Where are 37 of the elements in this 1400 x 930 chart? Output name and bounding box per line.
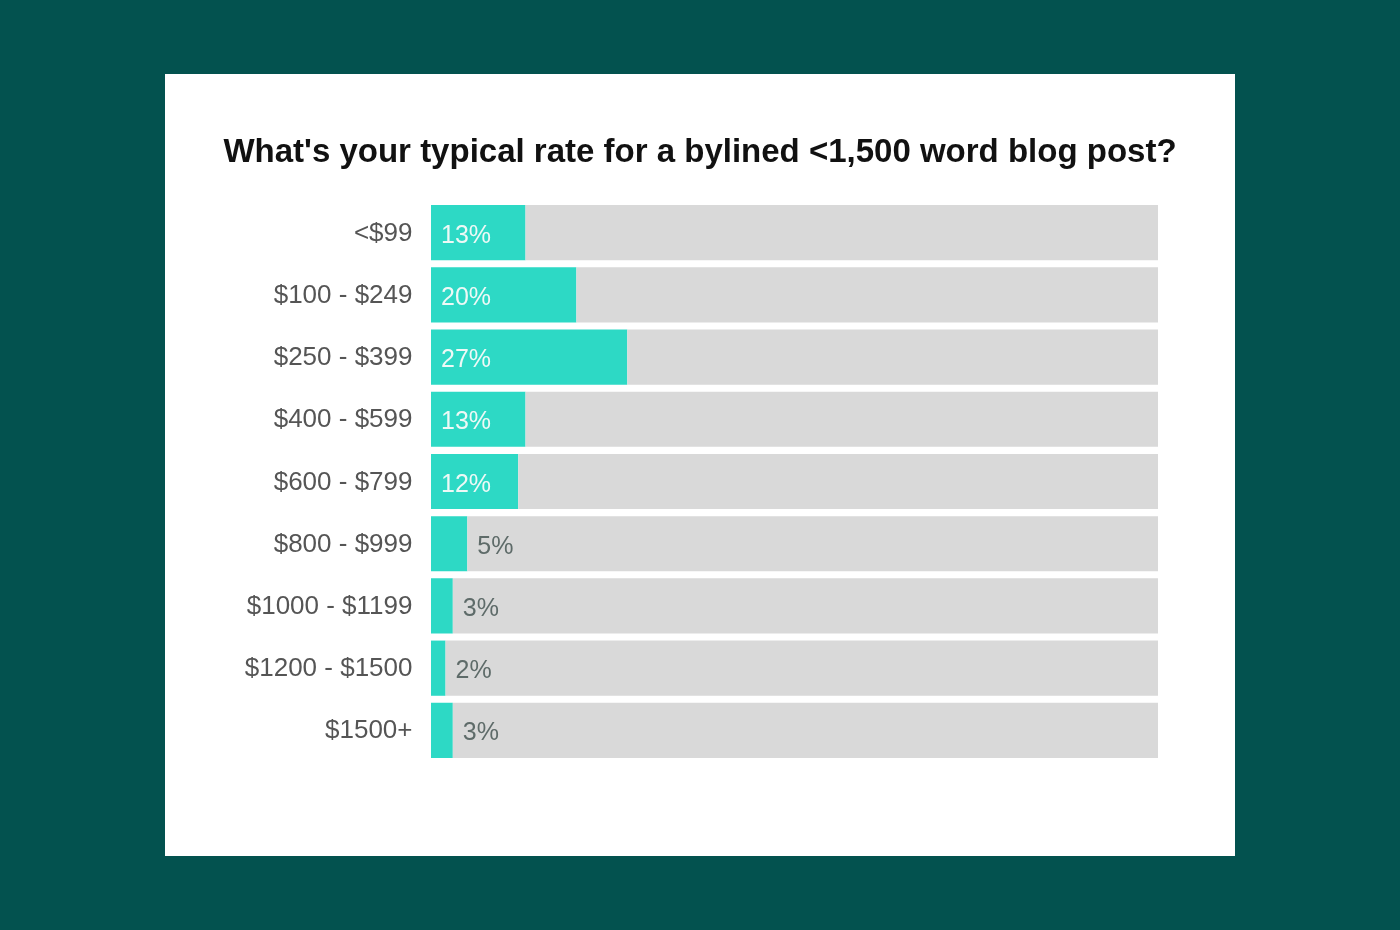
y-tick-label: $400 - $599 [273,403,413,434]
bar [431,453,519,510]
bar [445,640,1158,696]
bar [525,205,1158,261]
data-label: 3% [462,717,499,746]
bar [431,702,453,758]
data-label: 5% [477,530,514,559]
bar [452,578,1158,634]
bar [518,453,1158,510]
y-tick-label: $100 - $249 [273,278,413,309]
bar [431,391,526,447]
data-label: 20% [441,281,492,310]
data-label: 13% [441,219,492,248]
bar [467,516,1158,572]
data-label: 27% [441,344,492,373]
data-label: 12% [441,468,492,497]
bar [452,702,1158,758]
bar [431,578,453,634]
bar [525,391,1158,447]
y-tick-label: $1000 - $1199 [246,589,413,620]
y-tick-label: $250 - $399 [273,341,413,372]
bar [431,640,446,696]
y-tick-label: <$99 [353,216,413,247]
bar [431,329,628,385]
bar [431,516,468,572]
y-tick-label: $800 - $999 [273,527,413,558]
bar [431,205,526,261]
bar [576,267,1158,323]
bar [627,329,1158,385]
bar [431,267,577,323]
chart-title: What's your typical rate for a bylined <1,500 word blog post? [223,132,1177,169]
data-label: 3% [462,592,499,621]
data-label: 2% [455,655,492,684]
y-tick-label: $1500+ [325,714,413,745]
y-tick-label: $1200 - $1500 [244,652,413,683]
data-label: 13% [441,406,492,435]
y-tick-label: $600 - $799 [273,465,413,496]
